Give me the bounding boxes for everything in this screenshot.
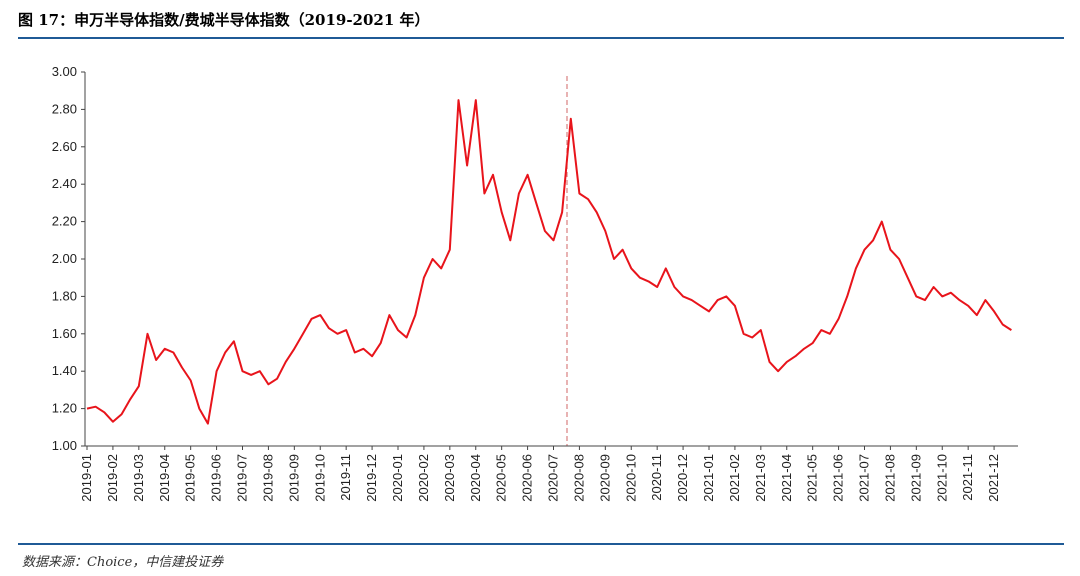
y-tick-label: 1.40 [52,363,77,378]
y-tick-label: 3.00 [52,64,77,79]
x-tick-label: 2021-03 [753,454,768,502]
x-tick-label: 2020-05 [494,454,509,502]
x-tick-label: 2020-11 [649,454,664,501]
x-tick-label: 2020-08 [571,454,586,502]
x-tick-label: 2021-06 [831,454,846,502]
x-tick-label: 2019-01 [79,454,94,502]
y-tick-label: 2.40 [52,176,77,191]
y-tick-label: 1.60 [52,326,77,341]
x-tick-label: 2020-12 [675,454,690,502]
x-tick-label: 2020-09 [597,454,612,502]
x-tick-label: 2020-07 [546,454,561,502]
x-tick-label: 2019-03 [131,454,146,502]
x-tick-label: 2020-03 [442,454,457,502]
x-tick-label: 2021-05 [805,454,820,502]
x-tick-label: 2019-08 [260,454,275,502]
source: 数据来源：Choice，中信建投证券 [22,555,224,570]
x-tick-label: 2021-02 [727,454,742,502]
y-tick-label: 1.80 [52,288,77,303]
x-tick-label: 2019-11 [338,454,353,501]
x-tick-label: 2021-12 [986,454,1001,502]
x-tick-label: 2021-04 [779,454,794,502]
y-tick-label: 1.00 [52,438,77,453]
x-tick-label: 2019-02 [105,454,120,502]
x-tick-label: 2020-10 [623,454,638,502]
x-tick-label: 2020-01 [390,454,405,502]
y-tick-label: 2.60 [52,139,77,154]
x-tick-label: 2019-10 [312,454,327,502]
x-tick-label: 2020-04 [468,454,483,502]
x-tick-label: 2019-09 [286,454,301,502]
x-tick-label: 2019-07 [235,454,250,502]
y-tick-label: 2.80 [52,101,77,116]
x-tick-label: 2021-09 [908,454,923,502]
x-tick-label: 2019-04 [157,454,172,502]
y-tick-label: 2.20 [52,214,77,229]
y-tick-label: 2.00 [52,251,77,266]
x-tick-label: 2019-05 [183,454,198,502]
x-tick-label: 2021-10 [934,454,949,502]
x-tick-label: 2021-07 [857,454,872,502]
chart-title: 图 17：申万半导体指数/费城半导体指数（2019-2021 年） [18,11,430,29]
x-tick-label: 2019-06 [209,454,224,502]
y-tick-label: 1.20 [52,401,77,416]
line-series [86,99,1012,425]
x-tick-label: 2020-06 [520,454,535,502]
x-tick-label: 2021-11 [960,454,975,501]
x-tick-label: 2019-12 [364,454,379,502]
x-tick-label: 2021-08 [882,454,897,502]
x-tick-label: 2020-02 [416,454,431,502]
x-tick-label: 2021-01 [701,454,716,502]
